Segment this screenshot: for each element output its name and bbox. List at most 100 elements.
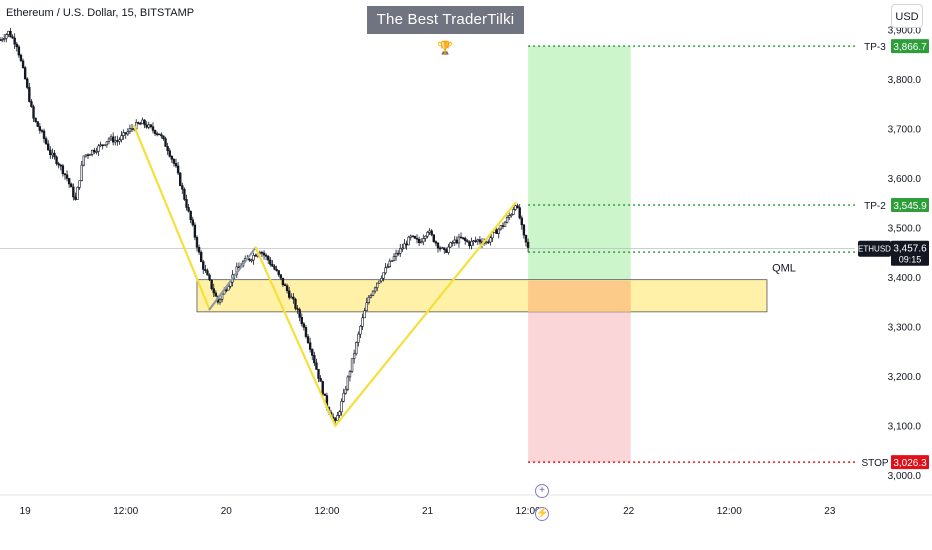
candle-body [55,156,58,165]
candle-body [440,247,444,250]
zone-overlap [528,280,631,312]
pattern-line [334,201,517,427]
symbol-title[interactable]: Ethereum / U.S. Dollar, 15, BITSTAMP [6,7,195,19]
level-price-tag [891,39,929,54]
candle-body [32,106,35,119]
candles [0,27,530,425]
candle-body [172,159,176,164]
candle-body [193,224,197,238]
candle-body [179,172,182,186]
symbol-tag-label: ETHUSD [858,245,891,254]
candle-body [365,302,368,312]
candle-body [350,358,354,372]
candle-body [321,381,324,395]
candle-body [308,342,312,350]
candle-body [210,279,213,289]
lightning-icon: ⚡ [536,508,549,519]
alert-button[interactable]: ⚡ [535,507,549,521]
candle-body [394,252,398,257]
candle-body [390,260,394,262]
candle-body [197,246,201,253]
candle-body [17,46,21,56]
candle-body [290,296,293,299]
candle-body [0,39,2,41]
candle-body [143,119,146,126]
pattern-line [133,125,211,311]
x-tick-label: 12:00 [113,506,138,517]
candle-body [262,252,266,256]
candle-body [187,207,190,212]
candle-body [51,152,54,156]
level-price-label: 3,026.3 [893,458,927,469]
candle-body [451,242,454,244]
candle-body [91,149,94,155]
candle-body [174,163,178,167]
candle-body [438,247,442,250]
trophy-icon: 🏆 [437,40,454,55]
candle-body [118,139,121,142]
candle-body [250,259,253,262]
level-price-label: 3,545.9 [893,201,927,212]
candle-body [342,392,345,402]
candle-body [158,133,161,136]
x-tick-label: 20 [221,506,233,517]
candle-body [183,188,186,200]
candle-body [415,237,419,240]
candle-body [369,295,373,298]
candle-body [432,234,435,242]
candle-body [514,205,517,210]
candle-body [15,43,18,48]
candle-body [459,236,463,239]
candle-body [74,196,77,200]
candle-body [396,252,400,255]
candle-body [273,265,276,270]
add-marker-button[interactable]: + [535,484,549,498]
candle-body [176,165,180,174]
candle-body [279,274,283,279]
candle-body [499,225,503,230]
candle-body [162,135,165,139]
candle-body [254,255,257,257]
candle-body [424,235,427,239]
y-tick-label: 3,000.0 [888,471,922,482]
candle-body [155,133,159,135]
candle-body [7,30,10,35]
candle-body [67,178,71,185]
candle-body [53,152,56,158]
x-tick-label: 23 [824,506,836,517]
candle-body [520,217,524,226]
candle-body [300,317,303,325]
candle-body [363,310,366,319]
candle-body [212,288,215,294]
candle-body [126,131,130,135]
level-name: STOP [861,458,888,469]
candle-body [436,242,440,249]
candle-body [386,266,389,269]
candle-body [218,299,222,303]
candle-body [501,225,505,227]
candle-body [476,239,479,242]
candle-body [348,371,352,378]
candle-body [5,34,8,39]
currency-button[interactable]: USD [891,4,923,28]
candle-body [185,199,188,208]
candle-body [202,261,205,270]
candle-body [319,378,322,382]
candle-body [505,217,509,223]
candle-body [170,155,174,160]
level-price-tag [891,455,929,470]
candle-body [298,309,301,318]
y-tick-label: 3,700.0 [888,125,922,136]
x-tick-label: 12:00 [516,506,541,517]
candle-body [11,36,14,39]
candle-body [9,30,12,38]
candle-body [111,136,115,143]
candle-body [2,38,6,40]
candle-body [466,240,469,243]
candle-body [189,210,192,221]
candle-body [151,126,155,131]
candle-body [114,140,117,143]
candle-body [474,240,477,242]
candle-body [181,185,184,190]
